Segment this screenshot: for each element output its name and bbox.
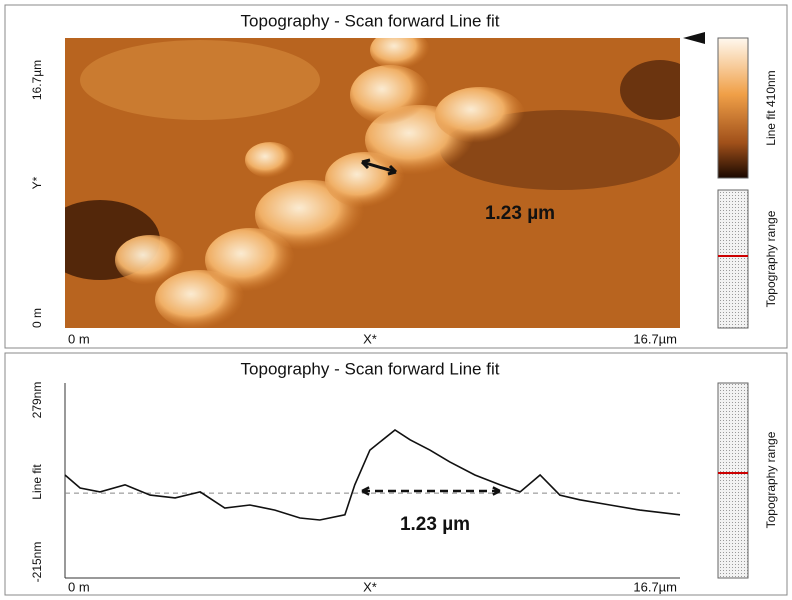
x-label: X*	[363, 331, 377, 346]
range-bar	[717, 189, 749, 329]
x-label: X*	[363, 579, 377, 594]
marker	[683, 32, 705, 44]
y-label: 0 m	[30, 308, 44, 328]
measure-arrow	[361, 484, 501, 498]
colorbar	[717, 37, 749, 179]
range-label: Topography range	[764, 210, 778, 307]
x-label: 0 m	[68, 331, 90, 346]
range-bar	[717, 382, 749, 579]
profile-line	[64, 429, 681, 521]
y-label: Y*	[30, 176, 44, 189]
y-label: Line fit	[30, 464, 44, 500]
panel-title: Topography - Scan forward Line fit	[241, 11, 500, 30]
annotation: 1.23 µm	[400, 514, 470, 535]
bottom-panel	[4, 352, 788, 596]
annotation: 1.23 µm	[485, 203, 555, 224]
x-label: 0 m	[68, 579, 90, 594]
panel-title: Topography - Scan forward Line fit	[241, 359, 500, 378]
x-label: 16.7µm	[633, 579, 677, 594]
y-label: 279nm	[30, 382, 44, 419]
y-label: -215nm	[30, 542, 44, 583]
range-label: Topography range	[764, 431, 778, 528]
colorbar-label: Line fit 410nm	[764, 70, 778, 145]
topography-image	[65, 38, 680, 328]
measure-arrow	[360, 158, 398, 176]
x-label: 16.7µm	[633, 331, 677, 346]
y-label: 16.7µm	[30, 60, 44, 100]
